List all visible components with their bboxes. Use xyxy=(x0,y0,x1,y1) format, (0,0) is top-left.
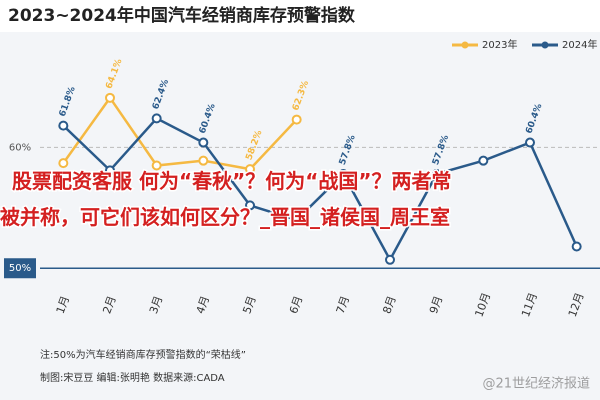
data-point xyxy=(58,158,69,169)
y-tick-label: 50% xyxy=(9,263,31,274)
data-point xyxy=(105,92,115,103)
data-point xyxy=(105,165,115,176)
note: 注:50%为汽车经销商库存预警指数的“荣枯线” xyxy=(40,348,246,361)
data-point xyxy=(385,254,395,265)
data-point xyxy=(338,168,349,179)
data-point xyxy=(198,137,209,148)
x-tick-label: 6月 xyxy=(287,294,305,315)
data-point xyxy=(478,155,489,166)
series-line xyxy=(62,95,298,171)
x-tick-label: 5月 xyxy=(240,294,258,315)
x-tick-label: 1月 xyxy=(54,294,72,315)
series-line xyxy=(62,116,578,263)
data-point xyxy=(245,200,255,211)
data-point xyxy=(525,137,535,148)
watermark: @21世纪经济报道 xyxy=(482,377,590,392)
x-tick-label: 2月 xyxy=(100,294,118,315)
data-point xyxy=(431,168,442,179)
x-tick-label: 7月 xyxy=(334,294,352,315)
data-point xyxy=(151,113,162,124)
chart-title: 2023~2024年中国汽车经销商库存预警指数 xyxy=(8,5,356,26)
data-point xyxy=(245,164,255,175)
y-tick-bg xyxy=(4,258,36,279)
legend-marker xyxy=(461,41,469,49)
y-tick-label: 60% xyxy=(9,142,31,153)
legend-label: 2023年 xyxy=(482,38,517,51)
note: 制图:宋豆豆 编辑:张明艳 数据来源:CADA xyxy=(40,371,225,384)
x-tick-label: 3月 xyxy=(147,294,165,315)
data-point xyxy=(291,214,302,225)
data-point xyxy=(151,160,162,171)
title-bar xyxy=(0,0,600,32)
overlay-text: 股票配资客服 何为“春秋”？何为“战国”？两者常被并称，可它们该如何区分？_晋国… xyxy=(0,169,452,229)
x-tick-label: 4月 xyxy=(194,294,212,315)
data-point xyxy=(571,241,582,252)
data-point xyxy=(198,155,209,166)
data-point xyxy=(58,120,69,131)
legend-marker xyxy=(541,41,549,49)
x-tick-label: 9月 xyxy=(427,294,445,315)
x-tick-label: 8月 xyxy=(380,294,398,315)
data-point xyxy=(291,114,302,125)
legend-label: 2024年 xyxy=(562,38,597,51)
